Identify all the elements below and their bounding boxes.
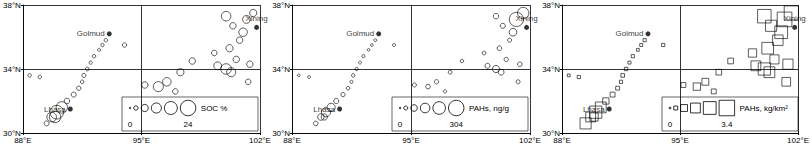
svg-text:88°E: 88°E: [283, 136, 300, 145]
svg-text:34°N: 34°N: [272, 65, 290, 74]
svg-text:0: 0: [668, 120, 673, 129]
svg-text:0: 0: [128, 120, 133, 129]
svg-text:30°N: 30°N: [272, 128, 290, 138]
svg-text:95°E: 95°E: [402, 136, 419, 145]
svg-text:0: 0: [398, 120, 403, 129]
svg-text:PAHs, kg/km²: PAHs, kg/km²: [740, 104, 789, 113]
svg-text:Xining: Xining: [515, 14, 537, 23]
svg-text:34°N: 34°N: [542, 65, 560, 74]
svg-text:Golmud: Golmud: [346, 29, 374, 38]
svg-text:Lhasa: Lhasa: [313, 105, 335, 114]
svg-text:3.4: 3.4: [721, 120, 733, 129]
svg-text:Lhasa: Lhasa: [583, 105, 605, 114]
svg-text:SOC %: SOC %: [201, 104, 228, 113]
svg-text:30°N: 30°N: [3, 128, 21, 138]
svg-text:102°E: 102°E: [519, 136, 541, 145]
svg-text:88°E: 88°E: [14, 136, 31, 145]
svg-text:38°N: 38°N: [542, 1, 560, 10]
svg-text:95°E: 95°E: [133, 136, 150, 145]
svg-text:24: 24: [184, 120, 193, 129]
svg-text:102°E: 102°E: [249, 136, 271, 145]
svg-text:Golmud: Golmud: [77, 29, 105, 38]
svg-text:38°N: 38°N: [3, 1, 21, 10]
svg-text:Xining: Xining: [245, 14, 267, 23]
svg-text:Xining: Xining: [784, 14, 806, 23]
svg-text:95°E: 95°E: [671, 136, 688, 145]
svg-text:Lhasa: Lhasa: [44, 105, 66, 114]
svg-text:34°N: 34°N: [3, 65, 21, 74]
svg-text:88°E: 88°E: [553, 136, 570, 145]
svg-text:304: 304: [450, 120, 464, 129]
svg-text:38°N: 38°N: [272, 1, 290, 10]
svg-text:30°N: 30°N: [542, 128, 560, 138]
svg-text:PAHs, ng/g: PAHs, ng/g: [469, 104, 509, 113]
svg-text:102°E: 102°E: [787, 136, 809, 145]
svg-text:Golmud: Golmud: [615, 29, 643, 38]
